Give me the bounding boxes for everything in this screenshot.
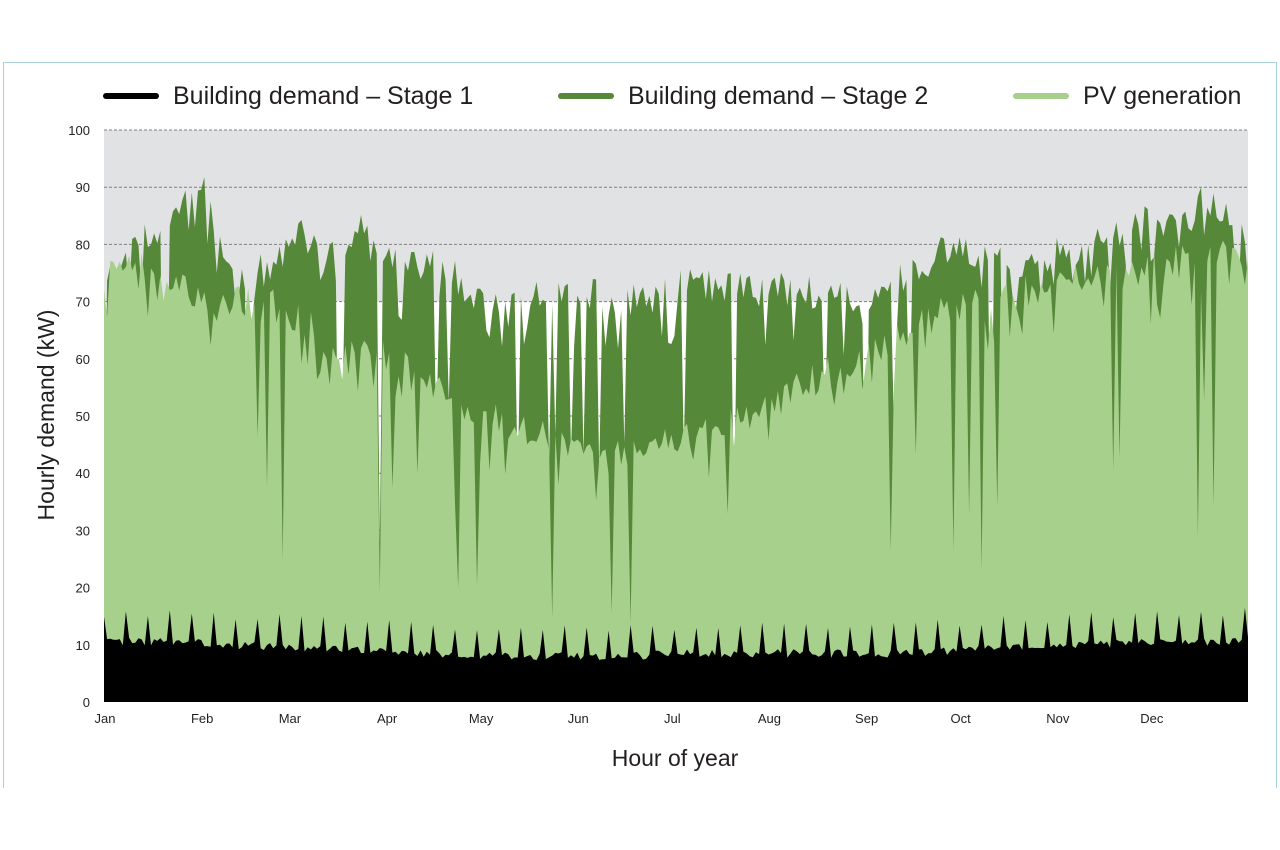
x-tick-label: Jul xyxy=(664,711,681,726)
x-tick-label: Nov xyxy=(1046,711,1070,726)
y-tick-label: 100 xyxy=(68,123,90,138)
x-tick-label: Sep xyxy=(855,711,878,726)
x-tick-label: Mar xyxy=(279,711,302,726)
legend-swatch-pv xyxy=(1013,93,1069,99)
legend-swatch-stage1 xyxy=(103,93,159,99)
x-tick-label: Oct xyxy=(951,711,972,726)
legend-item-stage2: Building demand – Stage 2 xyxy=(558,80,928,112)
x-tick-label: Aug xyxy=(758,711,781,726)
x-axis-title: Hour of year xyxy=(612,745,739,771)
series-stage1 xyxy=(104,607,1248,702)
x-tick-label: Jan xyxy=(95,711,116,726)
chart-frame xyxy=(3,62,1277,788)
x-tick-label: May xyxy=(469,711,494,726)
y-tick-label: 70 xyxy=(76,295,90,310)
y-tick-label: 30 xyxy=(76,523,90,538)
x-tick-label: Dec xyxy=(1140,711,1164,726)
y-tick-label: 50 xyxy=(76,409,90,424)
legend-item-stage1: Building demand – Stage 1 xyxy=(103,80,473,112)
y-tick-label: 90 xyxy=(76,180,90,195)
x-tick-label: Jun xyxy=(568,711,589,726)
legend-label-stage2: Building demand – Stage 2 xyxy=(628,81,929,110)
legend: Building demand – Stage 1 Building deman… xyxy=(0,80,1280,112)
y-tick-label: 80 xyxy=(76,237,90,252)
y-tick-label: 60 xyxy=(76,352,90,367)
y-tick-label: 20 xyxy=(76,581,90,596)
y-tick-label: 40 xyxy=(76,466,90,481)
x-tick-label: Feb xyxy=(191,711,213,726)
legend-label-pv: PV generation xyxy=(1083,81,1242,110)
y-tick-label: 0 xyxy=(83,695,90,710)
y-tick-label: 10 xyxy=(76,638,90,653)
legend-item-pv: PV generation xyxy=(1013,80,1241,112)
x-tick-label: Apr xyxy=(377,711,398,726)
legend-swatch-stage2 xyxy=(558,93,614,99)
legend-label-stage1: Building demand – Stage 1 xyxy=(173,81,474,110)
series-pv xyxy=(104,240,1248,702)
y-axis-title: Hourly demand (kW) xyxy=(33,310,59,521)
